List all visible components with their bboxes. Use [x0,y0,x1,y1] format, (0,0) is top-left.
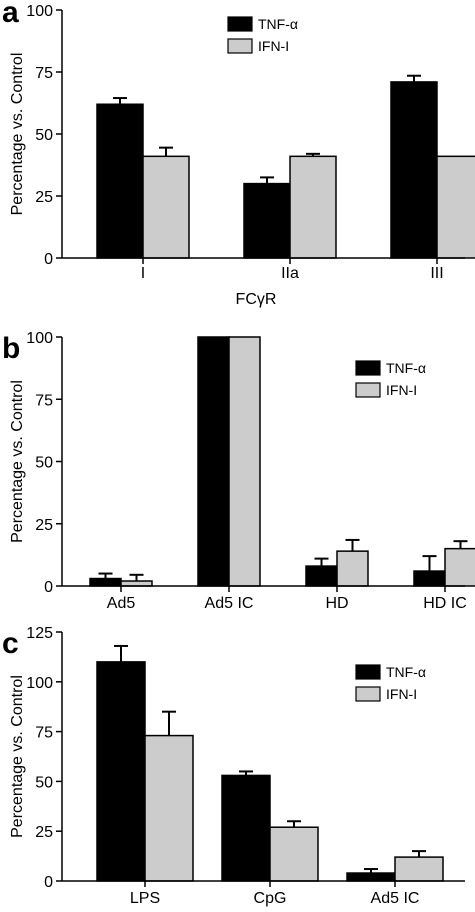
y-tick-label: 50 [35,774,53,791]
bar-tnf-ad5-ic [197,336,230,587]
bar-tnf-hd-ic [413,570,446,587]
x-tick-label: Ad5 IC [205,595,254,612]
y-tick-label: 25 [35,189,53,206]
bar-tnf-ad5-ic [346,872,396,882]
y-tick-label: 75 [35,725,53,742]
legend-label-tnf: TNF-α [386,664,426,680]
y-axis-label: Percentage vs. Control [9,53,26,216]
legend-swatch-tnf [355,360,381,376]
bar-ifn-ad5-ic [228,336,261,587]
legend-swatch-ifn [227,38,253,54]
bar-tnf-iia [243,182,291,259]
x-tick-label: IIa [281,265,299,282]
y-tick-label: 75 [35,65,53,82]
y-tick-label: 50 [35,127,53,144]
bar-ifn-ad5-ic [394,856,444,882]
bar-ifn-lps [144,734,194,882]
chart-panel-a: a Percentage vs. Control I IIa III 0 25 50 75 100… [2,0,475,308]
bar-ifn-hd [336,550,369,587]
panel-letter-b: b [2,332,20,365]
y-tick-label: 125 [26,625,53,642]
y-tick-label: 50 [35,455,53,472]
x-tick-label: LPS [130,890,160,907]
legend-swatch-ifn [355,686,381,702]
y-tick-label: 0 [44,579,53,596]
bar-ifn-iii [436,155,475,259]
panel-letter-c: c [2,627,19,660]
bar-tnf-cpg [221,774,271,882]
y-tick-label: 0 [44,874,53,891]
bar-tnf-lps [96,661,146,882]
y-tick-label: 25 [35,824,53,841]
panel-letter-a: a [2,0,19,29]
x-tick-label: I [141,265,145,282]
y-tick-label: 25 [35,517,53,534]
y-tick-label: 100 [26,675,53,692]
y-axis-label: Percentage vs. Control [9,675,26,838]
x-tick-label: Ad5 IC [371,890,420,907]
y-axis-label: Percentage vs. Control [9,380,26,543]
chart-panel-b: b Percentage vs. Control Ad5 Ad5 IC HD HD IC 0… [2,330,475,612]
x-tick-label: III [430,265,443,282]
legend-label-tnf: TNF-α [258,16,298,32]
bar-ifn-iia [289,155,337,259]
legend-label-ifn: IFN-I [386,686,417,702]
legend-swatch-tnf [355,664,381,680]
x-tick-label: Ad5 [107,595,136,612]
y-tick-label: 100 [26,3,53,20]
chart-panel-c: c Percentage vs. Control LPS CpG Ad5 IC 0 25 50… [2,625,465,907]
legend-swatch-ifn [355,382,381,398]
bar-ifn-hd-ic [444,547,475,587]
bar-ifn-cpg [269,826,319,882]
y-tick-label: 75 [35,392,53,409]
bar-tnf-hd [305,565,338,587]
y-tick-label: 0 [44,251,53,268]
bar-tnf-i [96,103,144,259]
x-tick-label: HD IC [423,595,467,612]
x-axis-label: FCγR [236,291,277,308]
x-tick-label: CpG [254,890,287,907]
legend-label-ifn: IFN-I [258,38,289,54]
legend-label-ifn: IFN-I [386,382,417,398]
x-tick-label: HD [325,595,348,612]
legend-swatch-tnf [227,16,253,32]
bar-ifn-i [142,155,190,259]
bar-tnf-ad5 [89,577,122,587]
legend-label-tnf: TNF-α [386,360,426,376]
y-tick-label: 100 [26,330,53,347]
bar-tnf-iii [390,81,438,259]
